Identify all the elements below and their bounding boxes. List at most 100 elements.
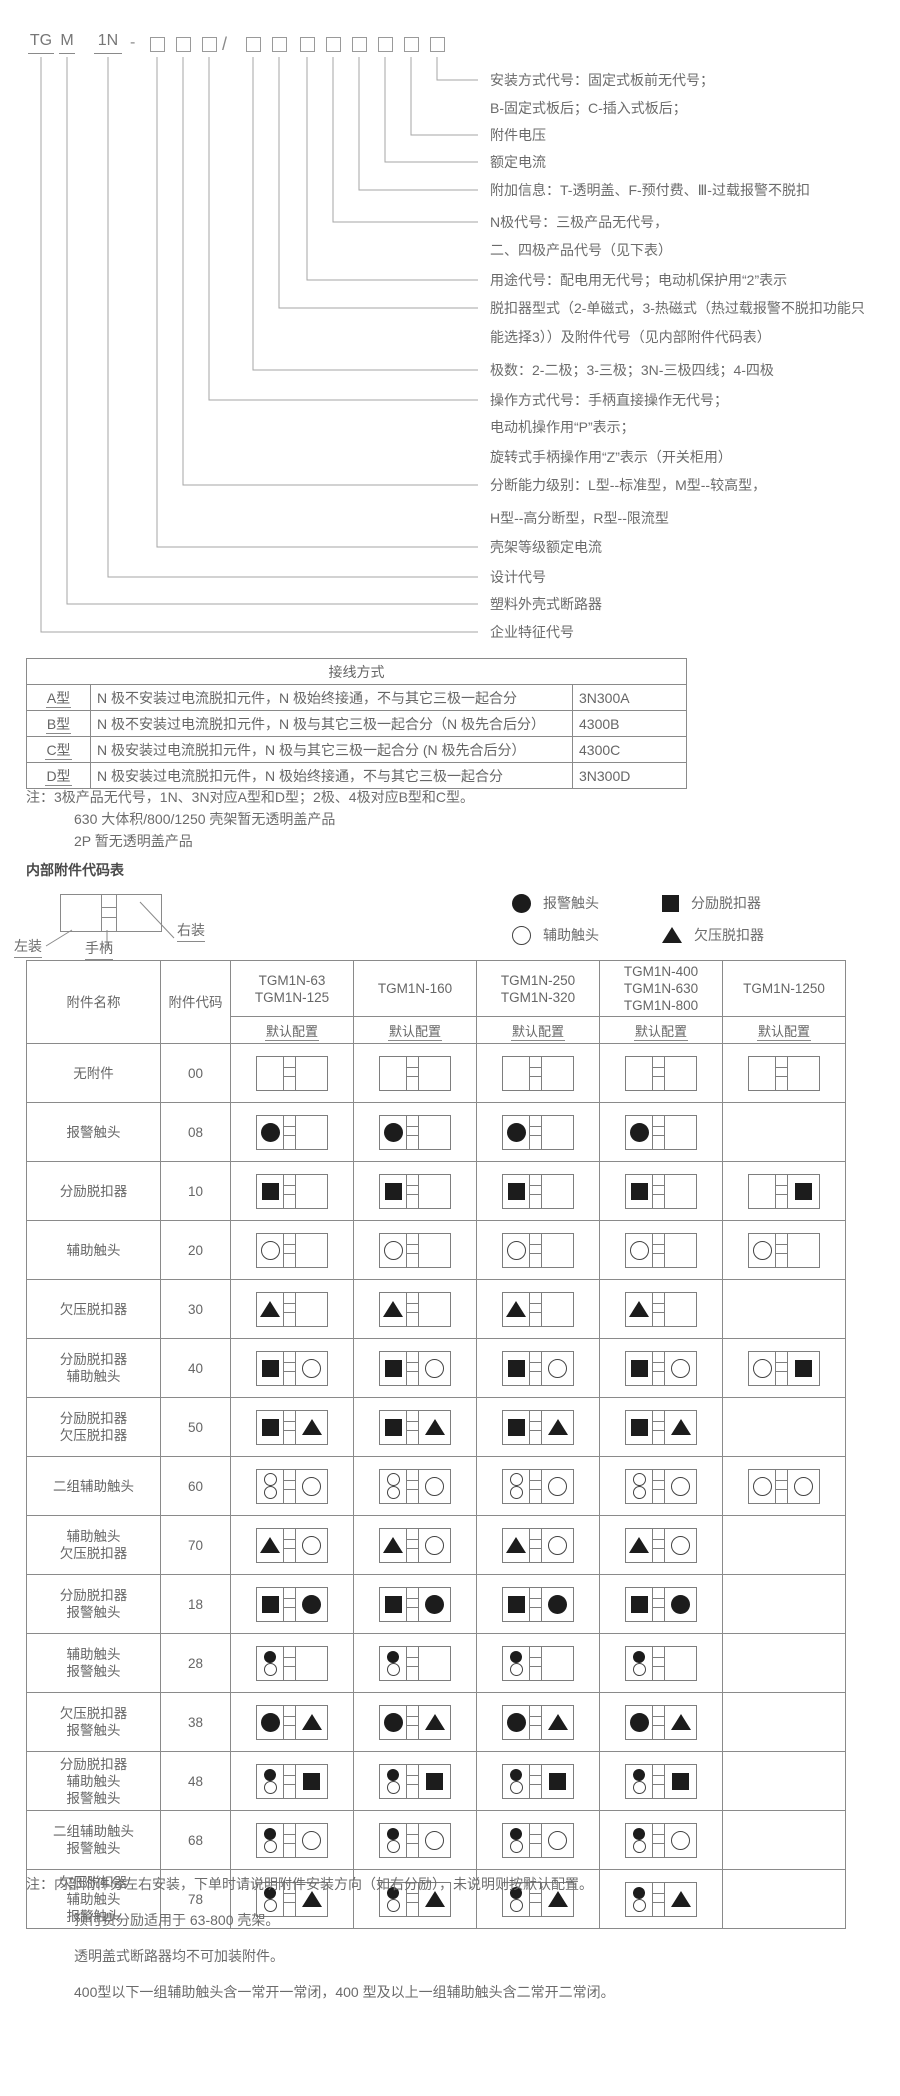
accessory-config-cell (230, 1751, 354, 1811)
wiring-type: D型 (26, 762, 91, 789)
strip-line (284, 1892, 295, 1894)
accessory-config-cell (476, 1102, 600, 1162)
aux-contact-icon (671, 1476, 690, 1496)
aux-contact-icon (509, 1662, 523, 1676)
accessory-config-diagram (625, 1173, 697, 1209)
default-config-header: 默认配置 (353, 1016, 477, 1044)
left-compartment (503, 1528, 530, 1562)
strip-line (284, 1252, 295, 1254)
handle-strip (530, 1646, 542, 1680)
accessory-config-cell (476, 1869, 600, 1929)
strip-line (653, 1134, 664, 1136)
right-compartment (542, 1293, 573, 1326)
model-header: TGM1N-160 (353, 960, 477, 1017)
handle-strip (776, 1469, 788, 1503)
undervoltage-release-icon (629, 1301, 649, 1317)
shunt-release-icon (384, 1418, 402, 1436)
accessory-config-cell (230, 1043, 354, 1103)
strip-line (530, 1597, 541, 1599)
accessory-code: 38 (160, 1692, 231, 1752)
accessory-config-cell (476, 1692, 600, 1752)
shunt-release-icon (261, 1182, 279, 1200)
leader-line (66, 57, 478, 605)
accessory-config-diagram (379, 1586, 451, 1622)
alarm-contact-icon (506, 1712, 526, 1732)
wiring-row: C型 N 极安装过电流脱扣元件，N 极与其它三极一起合分 (N 极先合后分） 430… (26, 736, 688, 763)
alarm-contact-icon (425, 1594, 444, 1614)
undervoltage-release-icon (301, 1891, 322, 1907)
accessory-code: 70 (160, 1515, 231, 1575)
accessory-config-cell (722, 1456, 846, 1516)
accessory-config-cell (722, 1279, 846, 1339)
strip-line (284, 1125, 295, 1127)
model-code-label: 分断能力级别：L型--标准型，M型--较高型， (490, 477, 767, 493)
left-compartment (626, 1292, 653, 1326)
accessory-config-diagram (256, 1055, 328, 1091)
handle-strip (530, 1587, 542, 1621)
handle-strip (653, 1351, 665, 1385)
accessory-config-cell (230, 1810, 354, 1870)
strip-line (653, 1420, 664, 1422)
left-compartment (380, 1115, 407, 1149)
aux-contact-icon (386, 1662, 400, 1676)
accessory-row: 无附件 00 (26, 1043, 846, 1103)
accessory-config-diagram (625, 1527, 697, 1563)
strip-line (407, 1302, 418, 1304)
accessory-config-diagram (502, 1527, 574, 1563)
wiring-row: B型 N 极不安装过电流脱扣元件，N 极与其它三极一起合分（N 极先合后分） 430… (26, 710, 688, 737)
left-compartment (503, 1882, 530, 1916)
aux-contact-icon (260, 1240, 280, 1260)
strip-line (530, 1783, 541, 1785)
aux-contact-icon (302, 1830, 321, 1850)
alarm-contact-icon (260, 1712, 280, 1732)
strip-line (284, 1606, 295, 1608)
aux-contact-icon (386, 1486, 400, 1499)
shunt-release-icon (630, 1182, 648, 1200)
strip-line (653, 1606, 664, 1608)
strip-line (653, 1783, 664, 1785)
left-compartment (503, 1056, 530, 1090)
accessory-name: 二组辅助触头 报警触头 (26, 1810, 161, 1870)
leader-line (410, 57, 478, 136)
accessory-row: 分励脱扣器 辅助触头 报警触头 48 (26, 1751, 846, 1811)
handle-strip (653, 1115, 665, 1149)
undervoltage-release-icon (547, 1891, 568, 1907)
accessory-config-cell (599, 1220, 723, 1280)
wiring-code: 4300C (571, 736, 688, 763)
right-compartment (542, 1706, 573, 1739)
legend-item: 欠压脱扣器 (662, 925, 764, 945)
model-code-label: 能选择3））及附件代号（见内部附件代码表） (490, 329, 771, 345)
accessory-config-cell (722, 1338, 846, 1398)
left-compartment (257, 1115, 284, 1149)
shunt-release-icon (261, 1359, 279, 1377)
legend-label: 欠压脱扣器 (694, 927, 764, 943)
alarm-contact-icon (264, 1768, 276, 1781)
model-code-box (150, 37, 165, 52)
right-compartment (665, 1116, 696, 1149)
accessory-config-cell (353, 1574, 477, 1634)
strip-line (407, 1547, 418, 1549)
left-compartment (380, 1882, 407, 1916)
accessory-config-diagram (256, 1586, 328, 1622)
accessory-config-cell (476, 1397, 600, 1457)
leader-line (332, 57, 478, 223)
leader-line (107, 57, 478, 578)
note-line: 透明盖式断路器均不可加装附件。 (74, 1948, 284, 1964)
left-compartment (503, 1351, 530, 1385)
left-compartment (503, 1705, 530, 1739)
accessory-config-diagram (256, 1822, 328, 1858)
right-compartment (542, 1765, 573, 1798)
accessory-config-cell (230, 1515, 354, 1575)
strip-line (407, 1538, 418, 1540)
right-compartment (542, 1352, 573, 1385)
shunt-release-icon (426, 1772, 443, 1790)
accessory-code: 20 (160, 1220, 231, 1280)
strip-line (530, 1479, 541, 1481)
accessory-config-cell (722, 1692, 846, 1752)
accessory-config-diagram (256, 1527, 328, 1563)
strip-line (653, 1901, 664, 1903)
left-compartment (503, 1174, 530, 1208)
left-compartment (626, 1705, 653, 1739)
aux-contact-icon (632, 1473, 646, 1486)
accessory-config-cell (230, 1869, 354, 1929)
